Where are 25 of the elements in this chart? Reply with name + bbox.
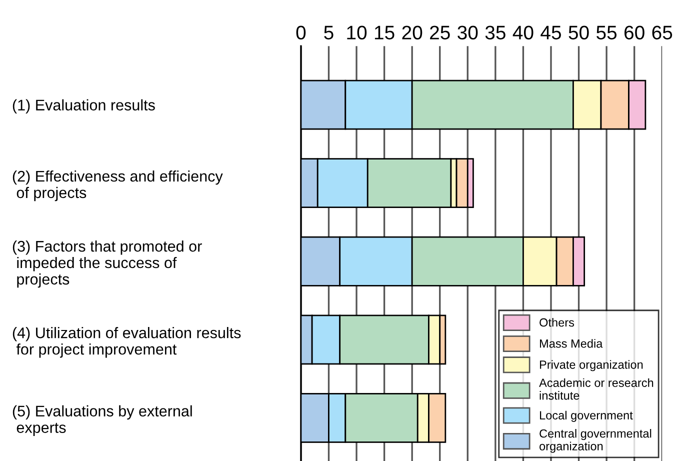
x-tick-label: 35 [485,26,506,40]
legend-label: Local government [540,410,633,422]
x-tick-label: 60 [624,26,644,40]
y-tick-label: (2) Effectiveness and efficiency of projects [12,170,223,202]
x-tick-label: 45 [540,26,561,40]
x-tick-label: 50 [568,26,589,40]
legend-label: Central governmental organization [540,429,652,453]
x-tick-label: 10 [347,26,367,40]
x-tick-label: 15 [374,26,394,40]
x-tick-label: 25 [430,26,450,40]
y-tick-label: (1) Evaluation results [12,99,155,114]
legend-label: Mass Media [540,339,603,348]
y-tick-label: (4) Utilization of evaluation results for project improvement [12,327,241,358]
legend-label: Others [540,318,574,327]
x-tick-label: 5 [324,26,334,40]
x-tick-label: 20 [402,26,422,40]
x-tick-label: 40 [512,26,534,40]
legend-label: Private organization [540,360,643,372]
x-tick-label: 0 [296,26,306,40]
y-tick-label: (5) Evaluations by external experts [12,405,192,436]
legend-label: Academic or research institute [539,378,654,400]
y-tick-label: (3) Factors that promoted or impeded the success of projects [12,240,202,288]
x-tick-label: 55 [596,26,617,40]
x-tick-label: 30 [458,26,478,40]
x-tick-label: 65 [652,26,672,40]
